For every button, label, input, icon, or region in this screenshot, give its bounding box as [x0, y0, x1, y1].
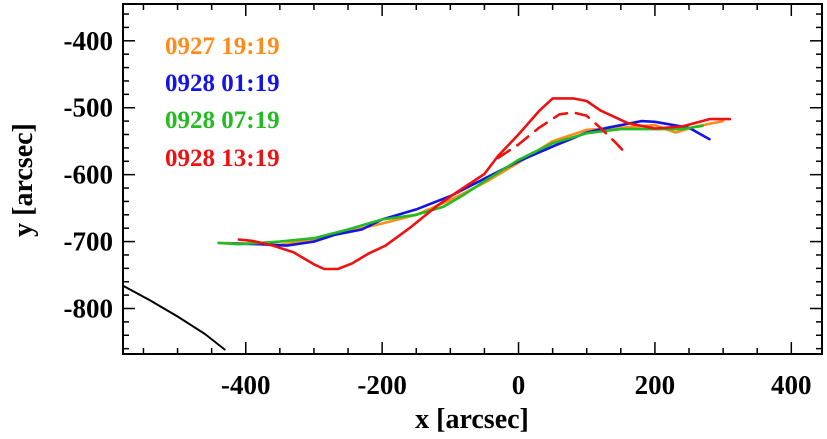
- legend-label-0928-1319: 0928 13:19: [165, 145, 280, 172]
- y-axis-title: y [arcsec]: [8, 123, 39, 237]
- tick-labels: -400 -200 0 200 400 -400 -500 -600 -700 -800: [64, 26, 812, 400]
- x-tick-label: 0: [512, 370, 526, 400]
- y-tick-label: -700: [64, 227, 114, 257]
- y-tick-label: -400: [64, 26, 114, 56]
- y-tick-label: -800: [64, 293, 114, 323]
- x-tick-label: -200: [357, 370, 407, 400]
- series-line-1: [230, 119, 711, 247]
- series-line-4-dashed: [496, 111, 626, 160]
- limb-arc: [123, 284, 226, 351]
- plot-area: [123, 97, 732, 351]
- x-tick-label: -400: [221, 370, 271, 400]
- y-tick-label: -500: [64, 93, 114, 123]
- x-tick-label: 200: [635, 370, 676, 400]
- series-line-2: [217, 124, 705, 246]
- plot-frame: [122, 3, 823, 355]
- y-tick-label: -600: [64, 160, 114, 190]
- x-tick-label: 400: [771, 370, 812, 400]
- legend-label-0928-0719: 0928 07:19: [165, 107, 280, 134]
- x-axis-title: x [arcsec]: [415, 404, 529, 435]
- legend-label-0927-1919: 0927 19:19: [165, 33, 280, 60]
- series-line-3: [237, 97, 732, 271]
- legend-label-0928-0119: 0928 01:19: [165, 70, 280, 97]
- axis-ticks: [123, 4, 822, 354]
- legend: 0927 19:19 0928 01:19 0928 07:19 0928 13…: [165, 33, 280, 172]
